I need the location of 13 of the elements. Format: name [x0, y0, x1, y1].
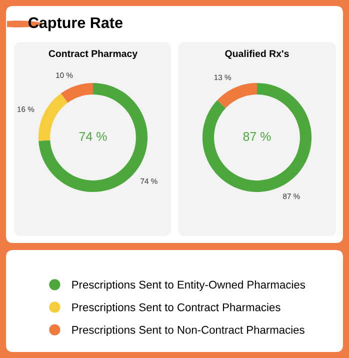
text: 74 % — [79, 132, 107, 141]
chart-title: Contract Pharmacy — [48, 50, 138, 59]
legend-label: Prescriptions Sent to Entity-Owned Pharmacies — [72, 280, 306, 291]
legend-label: Prescriptions Sent to Non-Contract Pharmacies — [72, 326, 304, 336]
text: Capture Rate — [28, 17, 122, 32]
chart-title: Qualified Rx's — [225, 50, 289, 59]
legend-label: Prescriptions Sent to Contract Pharmacies — [72, 303, 280, 314]
donut-slice — [60, 82, 93, 103]
text: 87 % — [243, 132, 271, 141]
donut-slice — [38, 93, 68, 141]
donut-slice — [38, 82, 148, 192]
donut-slice — [202, 82, 312, 192]
donut-slice — [217, 82, 257, 108]
